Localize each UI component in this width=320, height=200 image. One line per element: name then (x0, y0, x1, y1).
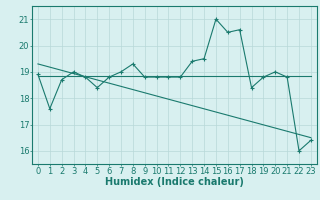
X-axis label: Humidex (Indice chaleur): Humidex (Indice chaleur) (105, 177, 244, 187)
